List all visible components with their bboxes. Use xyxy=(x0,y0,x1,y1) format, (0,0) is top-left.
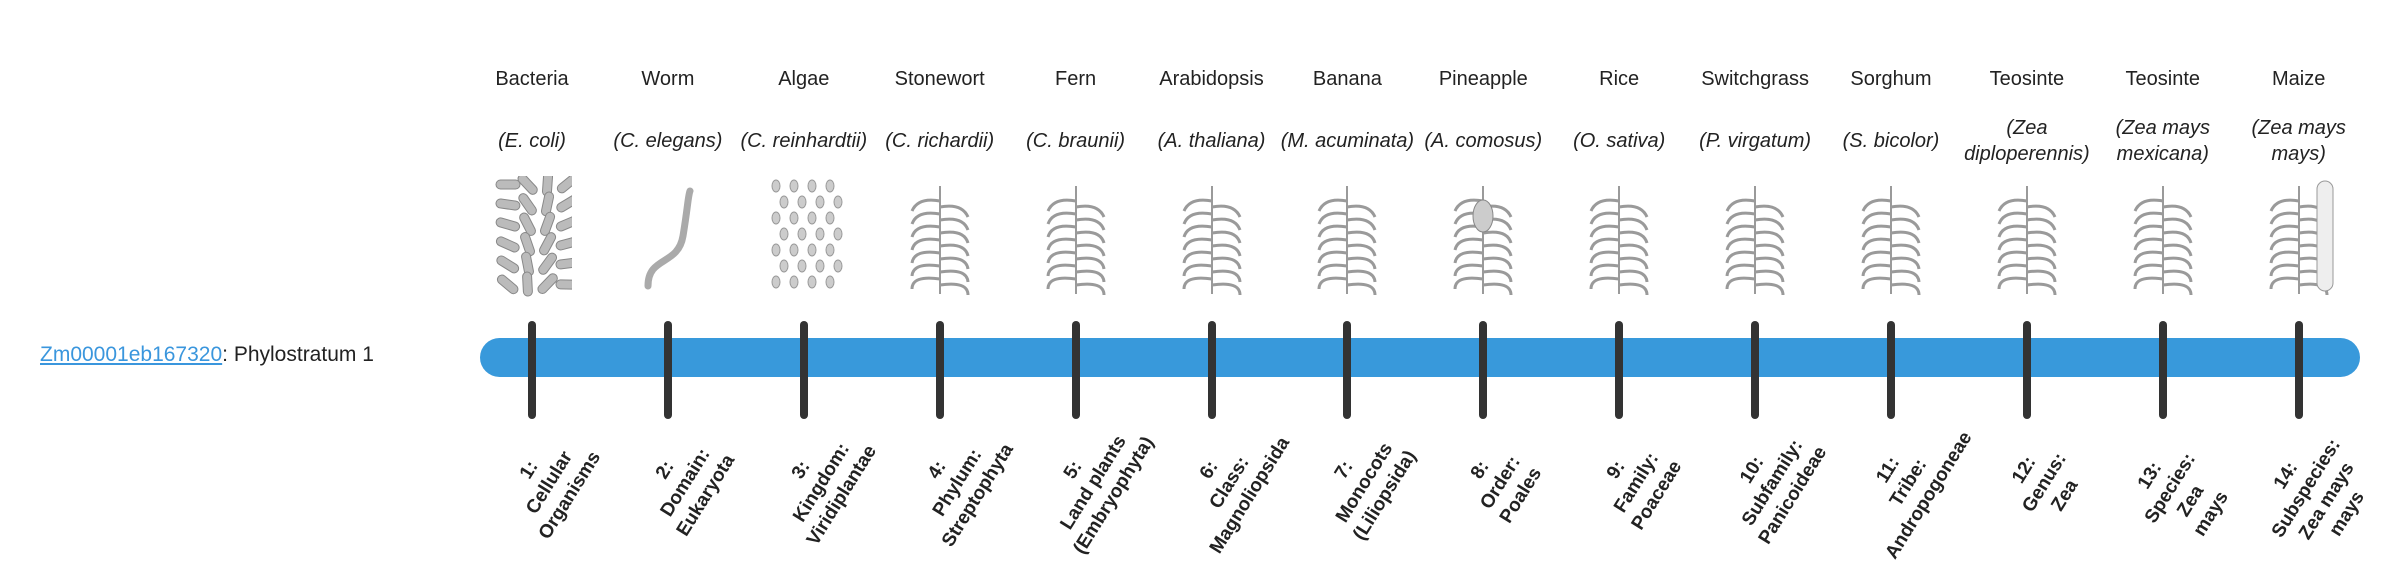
gene-phylostratum-label: Zm00001eb167320: Phylostratum 1 xyxy=(40,340,374,370)
rank-label: 2: Domain: Eukaryota xyxy=(613,396,759,570)
common-name: Fern xyxy=(1055,68,1097,90)
timeline-tick xyxy=(663,321,672,419)
common-name: Algae xyxy=(778,68,830,90)
species-name-text: (C. reinhardtii) xyxy=(740,130,868,152)
species-name: (O. sativa) xyxy=(1544,112,1694,170)
rank-label: 6: Class: Magnoliopsida xyxy=(1157,396,1303,570)
common-name: Maize xyxy=(2272,68,2326,90)
rank-label: 12: Genus: Zea xyxy=(1972,396,2118,570)
species-name-text: (Zea mays mays) xyxy=(2251,117,2346,165)
common-name: Bacteria xyxy=(495,68,569,90)
pineapple-icon xyxy=(1443,176,1523,298)
species-name-text: (E. coli) xyxy=(498,130,566,152)
timeline-tick xyxy=(2022,321,2031,419)
species-name: (C. reinhardtii) xyxy=(729,112,879,170)
timeline-tick xyxy=(528,321,536,419)
teosinte-icon xyxy=(1987,176,2067,298)
teosinte-icon xyxy=(2123,176,2203,298)
common-name: Teosinte xyxy=(2125,68,2201,90)
rank-label: 7: Monocots (Liliopsida) xyxy=(1292,396,1438,570)
species-name-text: (A. comosus) xyxy=(1424,130,1543,152)
common-name: Switchgrass xyxy=(1701,68,1809,90)
timeline-tick xyxy=(2294,321,2303,419)
species-name: (P. virgatum) xyxy=(1680,112,1830,170)
species-name: (A. comosus) xyxy=(1408,112,1558,170)
timeline-tick xyxy=(799,321,808,419)
species-name-text: (Zea diploperennis) xyxy=(1964,117,2090,165)
timeline-tick xyxy=(1071,321,1080,419)
species-name-text: (O. sativa) xyxy=(1573,130,1666,152)
common-name: Rice xyxy=(1599,68,1640,90)
fern-icon xyxy=(1036,176,1116,298)
rank-label: 3: Kingdom: Viridiplantae xyxy=(749,396,895,570)
maize-icon xyxy=(2259,176,2339,298)
switchgrass-icon xyxy=(1715,176,1795,298)
species-name-text: (C. braunii) xyxy=(1026,130,1126,152)
timeline-tick xyxy=(1343,321,1352,419)
rank-label: 1: Cellular Organisms xyxy=(477,396,623,570)
species-name: (C. elegans) xyxy=(593,112,743,170)
rank-label: 11: Tribe: Andropogoneae xyxy=(1836,396,1982,570)
bacteria-icon xyxy=(492,171,581,298)
stonewort-icon xyxy=(900,176,980,298)
common-name: Stonewort xyxy=(894,68,985,90)
species-name: (C. braunii) xyxy=(1001,112,1151,170)
timeline-tick xyxy=(1615,321,1624,419)
species-name-text: (C. elegans) xyxy=(613,130,723,152)
timeline-tick xyxy=(1207,321,1216,419)
timeline-tick xyxy=(1751,321,1760,419)
common-name: Pineapple xyxy=(1438,68,1528,90)
banana-plant-icon xyxy=(1307,176,1387,298)
species-name-text: (M. acuminata) xyxy=(1280,130,1415,152)
gene-id-link[interactable]: Zm00001eb167320 xyxy=(40,343,223,366)
species-name: (A. thaliana) xyxy=(1137,112,1287,170)
algae-icon xyxy=(764,176,844,298)
timeline-tick xyxy=(935,321,944,419)
rice-icon xyxy=(1579,176,1659,298)
rank-label: 10: Subfamily: Panicoideae xyxy=(1700,396,1846,570)
timeline-tick xyxy=(1479,321,1488,419)
rank-label: 13: Species: Zea mays xyxy=(2098,402,2264,588)
species-name: (Zea diploperennis) xyxy=(1952,112,2102,170)
rank-label: 8: Order: Poales xyxy=(1428,396,1574,570)
timeline-tick xyxy=(2158,321,2167,419)
rank-label: 5: Land plants (Embryophyta) xyxy=(1021,396,1167,570)
species-name-text: (P. virgatum) xyxy=(1699,130,1812,152)
species-name: (S. bicolor) xyxy=(1816,112,1966,170)
rank-label: 14: Subspecies: Zea mays mays xyxy=(2234,402,2400,588)
species-name: (C. richardii) xyxy=(865,112,1015,170)
phylostratum-text: : Phylostratum 1 xyxy=(222,343,374,366)
rank-label: 9: Family: Poaceae xyxy=(1564,396,1710,570)
species-name-text: (A. thaliana) xyxy=(1157,130,1266,152)
species-name: (Zea mays mays) xyxy=(2224,112,2374,170)
species-name-text: (S. bicolor) xyxy=(1842,130,1940,152)
rank-label: 4: Phylum: Streptophyta xyxy=(885,396,1031,570)
common-name: Arabidopsis xyxy=(1159,68,1264,90)
timeline-tick xyxy=(1887,321,1895,419)
arabidopsis-icon xyxy=(1172,176,1252,298)
species-name-text: (C. richardii) xyxy=(885,130,995,152)
species-name-text: (Zea mays mexicana) xyxy=(2115,117,2211,165)
phylostratum-timeline-bar xyxy=(480,338,2360,377)
sorghum-icon xyxy=(1851,176,1931,298)
common-name: Banana xyxy=(1312,68,1382,90)
common-name: Sorghum xyxy=(1850,68,1932,90)
common-name: Worm xyxy=(641,68,695,90)
worm-icon xyxy=(628,176,708,298)
species-name: (E. coli) xyxy=(457,112,607,170)
species-name: (Zea mays mexicana) xyxy=(2088,112,2238,170)
species-name: (M. acuminata) xyxy=(1272,112,1422,170)
common-name: Teosinte xyxy=(1989,68,2065,90)
